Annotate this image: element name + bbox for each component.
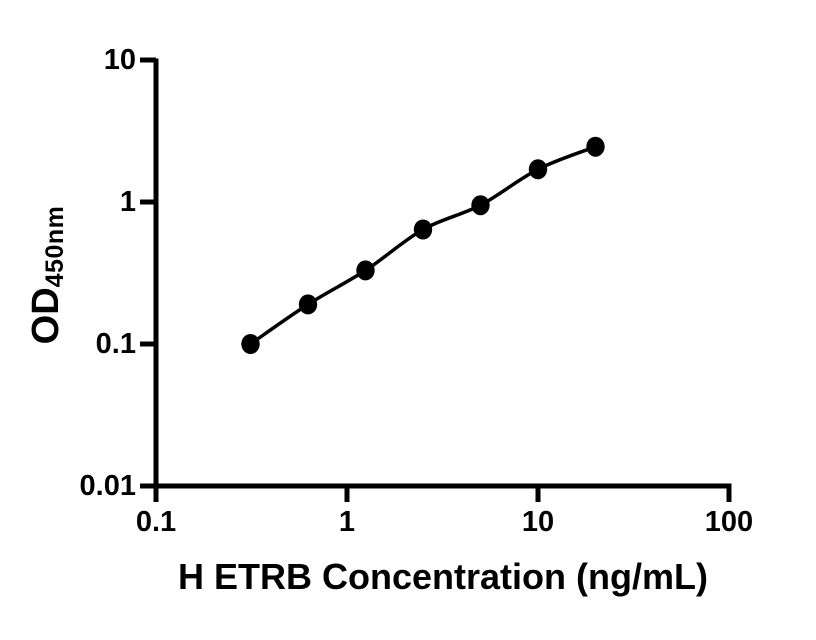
data-point-marker (471, 195, 490, 216)
data-point-marker (528, 159, 548, 180)
y-tick-label: 0.1 (95, 328, 136, 360)
data-point-marker (241, 334, 260, 354)
x-axis-title: H ETRB Concentration (ng/mL) (178, 556, 708, 597)
y-axis-title: OD450nm (23, 165, 69, 385)
data-point-marker (586, 136, 605, 157)
y-axis-title-subscript: 450nm (41, 205, 69, 288)
y-axis-title-main: OD (25, 287, 67, 345)
y-tick-label: 1 (119, 186, 136, 218)
x-tick-label: 10 (521, 506, 555, 538)
x-tick-label: 100 (704, 506, 754, 538)
data-point-marker (413, 219, 433, 240)
data-point-marker (298, 294, 318, 315)
x-tick-label: 1 (338, 506, 356, 538)
x-tick-label: 0.1 (135, 506, 177, 538)
data-point-marker (356, 260, 375, 281)
y-tick-label: 0.01 (79, 470, 136, 502)
y-tick-label: 10 (103, 44, 136, 76)
